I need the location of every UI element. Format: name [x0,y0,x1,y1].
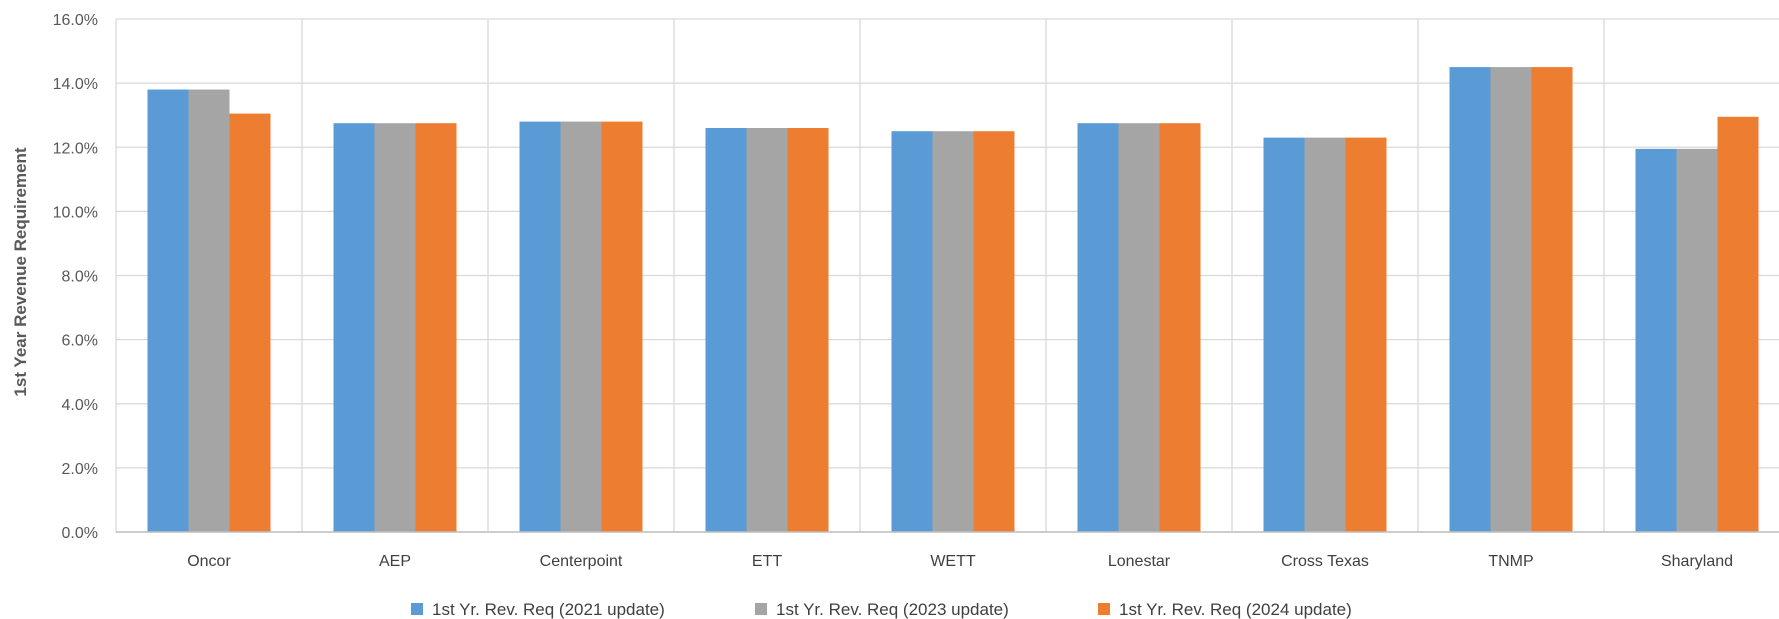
bar [229,113,271,532]
bar [1118,123,1160,532]
legend-label: 1st Yr. Rev. Req (2021 update) [432,600,665,619]
bar [415,123,457,532]
y-tick-label: 10.0% [53,204,98,221]
bar [188,89,230,532]
bar [147,89,189,532]
bar [560,121,602,532]
x-tick-label: Oncor [187,553,231,570]
legend-label: 1st Yr. Rev. Req (2023 update) [776,600,1009,619]
x-tick-label: Cross Texas [1281,553,1369,570]
y-tick-label: 4.0% [62,397,98,414]
legend-label: 1st Yr. Rev. Req (2024 update) [1119,600,1352,619]
y-axis-ticks: 0.0% 2.0% 4.0% 6.0% 8.0% 10.0% 12.0% 14.0% 16.0% [53,12,98,542]
bar [932,131,974,532]
bar [1449,67,1491,532]
x-tick-label: TNMP [1488,553,1533,570]
x-tick-label: Lonestar [1108,553,1171,570]
y-tick-label: 14.0% [53,76,98,93]
x-tick-label: WETT [930,553,976,570]
bar [374,123,416,532]
bar [601,121,643,532]
x-axis-ticks: Oncor AEP Centerpoint ETT WETT Lonestar Cross … [187,553,1733,570]
bar [1263,137,1305,532]
bar [787,128,829,532]
x-tick-label: ETT [752,553,782,570]
bar [1676,148,1718,532]
y-axis-label: 1st Year Revenue Requirement [11,147,30,396]
bar [1077,123,1119,532]
legend-swatch [1098,603,1110,615]
legend: 1st Yr. Rev. Req (2021 update) 1st Yr. Re… [411,600,1352,619]
bar [1531,67,1573,532]
y-tick-label: 0.0% [62,525,98,542]
y-tick-label: 8.0% [62,269,98,286]
bar [705,128,747,532]
bar [1635,148,1677,532]
legend-swatch [411,603,423,615]
bar [519,121,561,532]
bar [1304,137,1346,532]
bar [1345,137,1387,532]
y-tick-label: 16.0% [53,12,98,29]
bar [1717,116,1759,533]
y-tick-label: 6.0% [62,333,98,350]
x-tick-label: Sharyland [1661,553,1733,570]
x-tick-label: AEP [379,553,411,570]
legend-swatch [755,603,767,615]
bar [1490,67,1532,532]
x-tick-label: Centerpoint [540,553,623,570]
y-tick-label: 12.0% [53,140,98,157]
bar [891,131,933,532]
bar [973,131,1015,532]
y-tick-label: 2.0% [62,461,98,478]
bar [1159,123,1201,532]
bars [147,67,1759,533]
bar [746,128,788,532]
bar [333,123,375,532]
